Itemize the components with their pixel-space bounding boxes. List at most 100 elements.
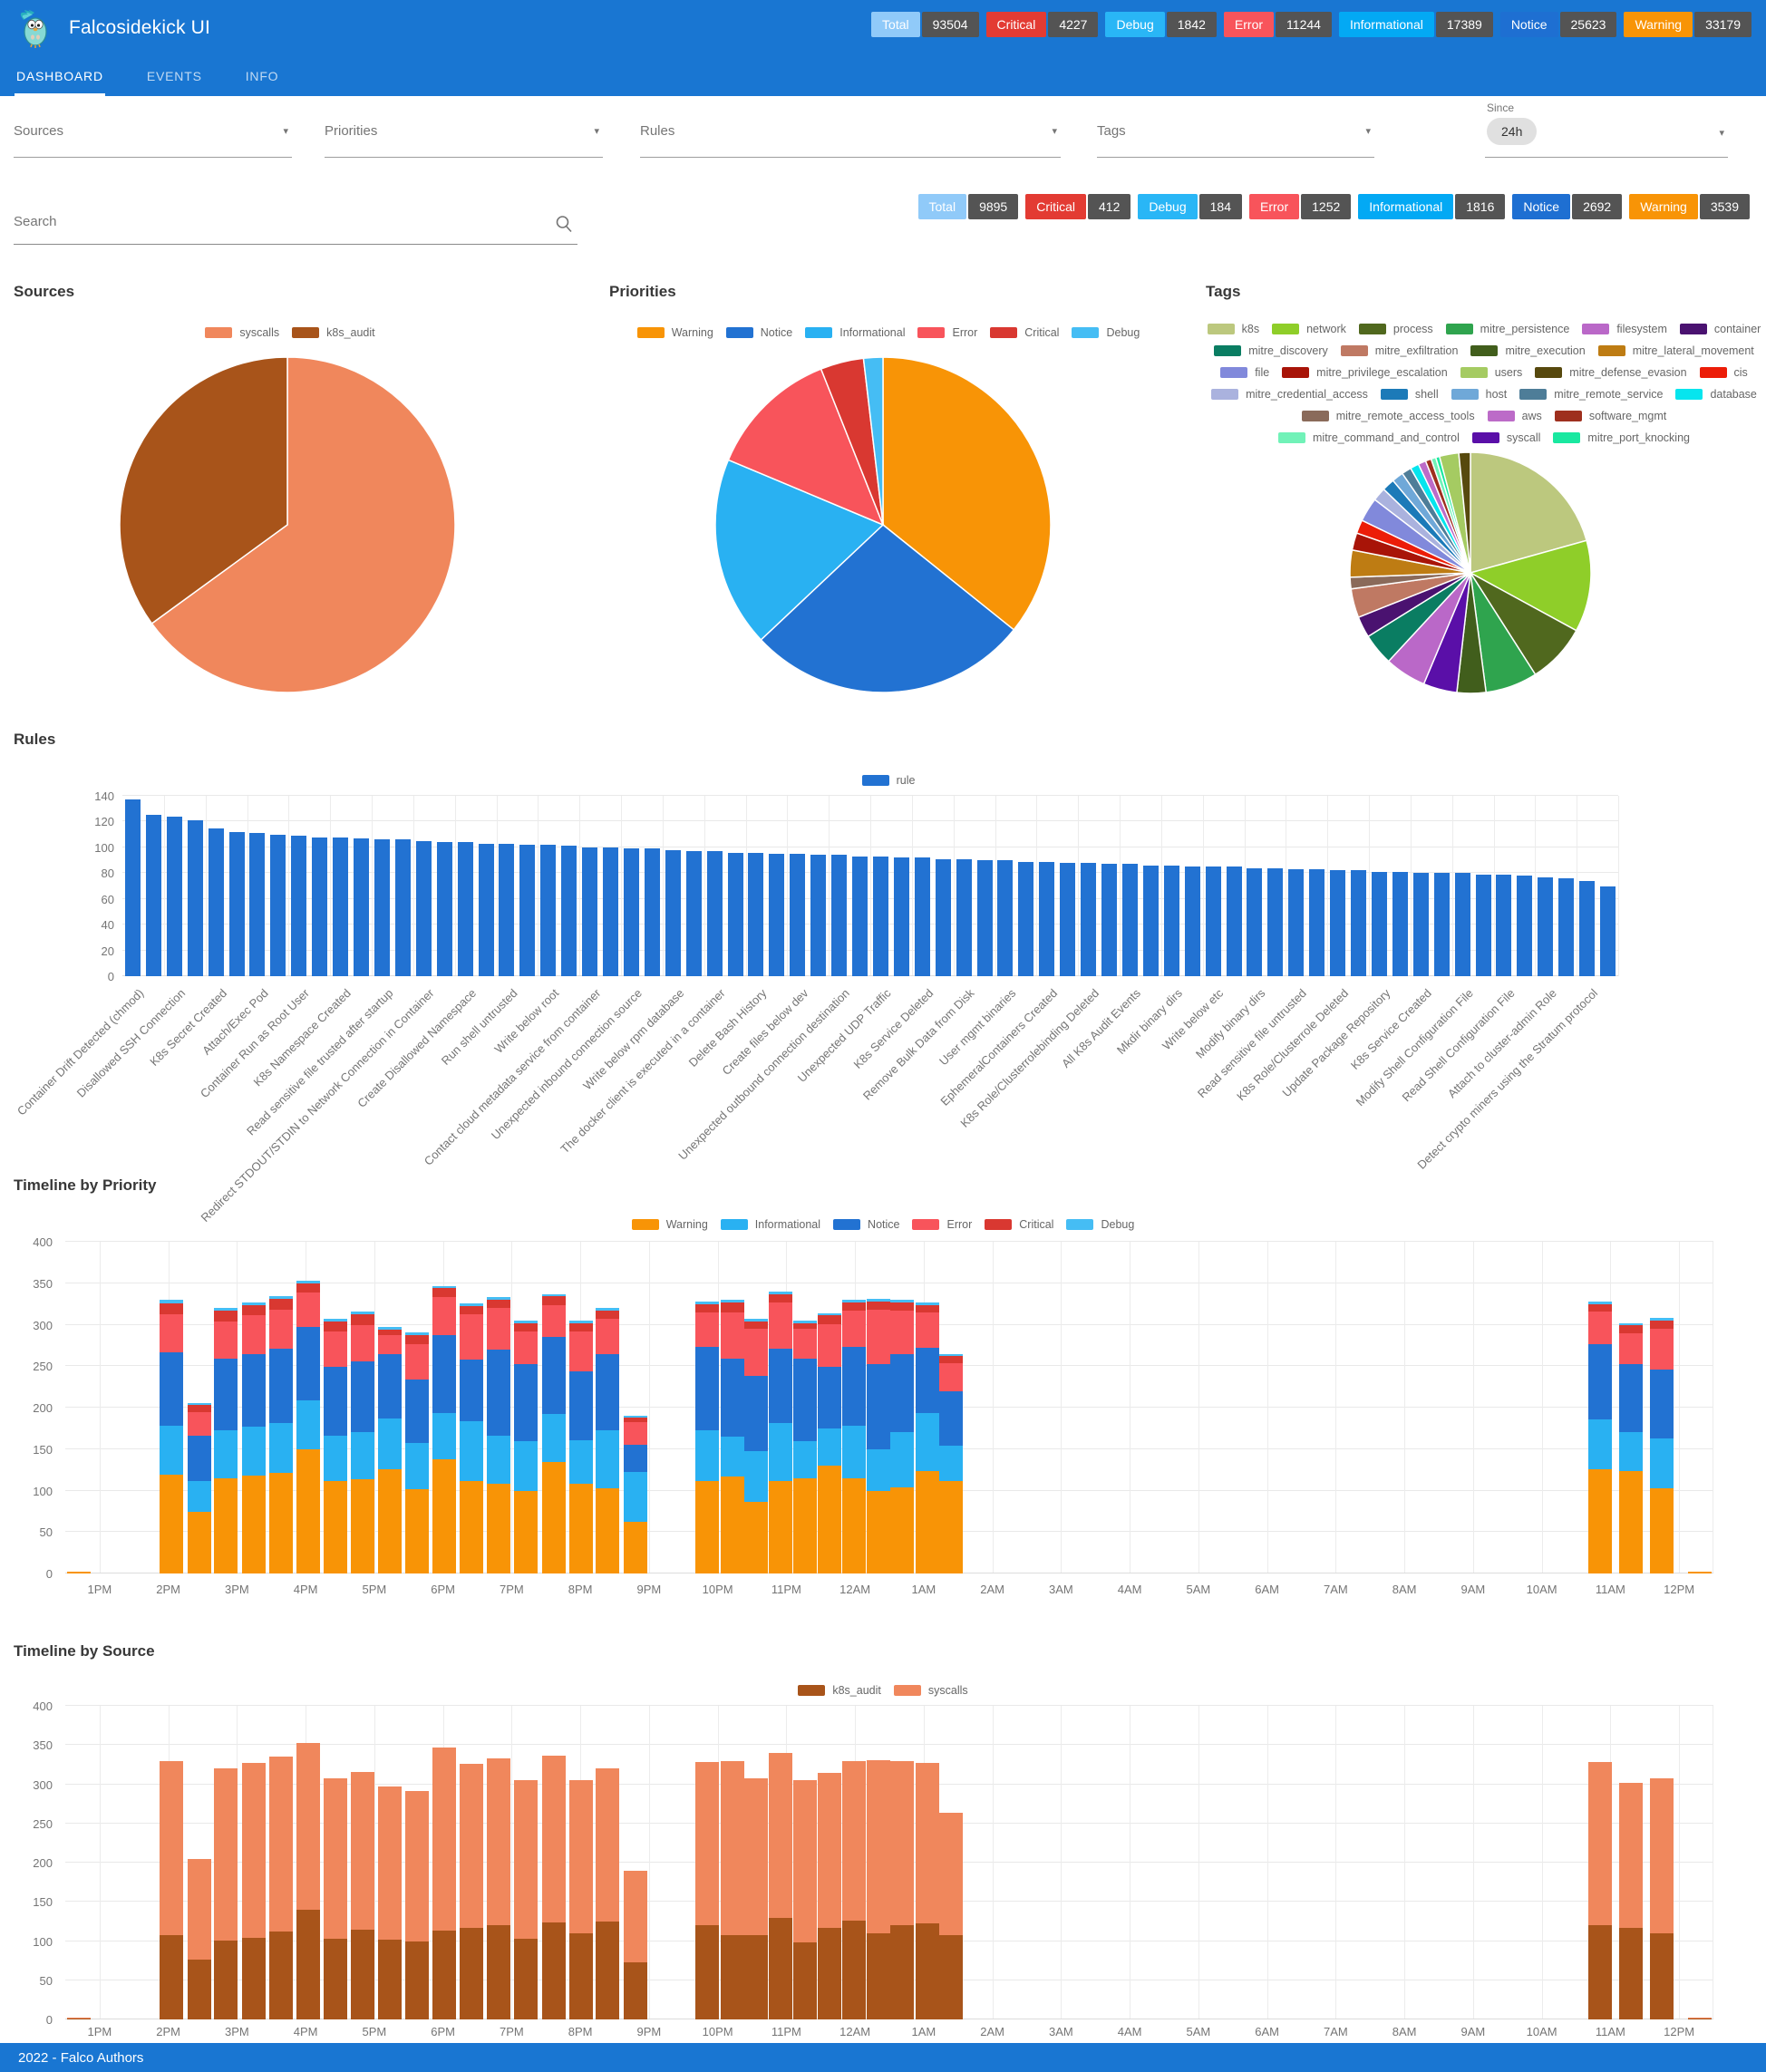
legend-item-syscalls[interactable]: syscalls <box>893 1684 968 1697</box>
tab-dashboard[interactable]: DASHBOARD <box>15 58 105 96</box>
chevron-down-icon: ▾ <box>283 126 288 137</box>
hour-label: 6AM <box>1255 1583 1279 1596</box>
legend-item-informational[interactable]: Informational <box>805 326 905 339</box>
rule-x-label: K8s Secret Created <box>146 986 229 1069</box>
legend-item-aws[interactable]: aws <box>1487 410 1542 422</box>
hour-label: 12PM <box>1664 2025 1695 2038</box>
legend-item-warning[interactable]: Warning <box>631 1218 708 1231</box>
legend-item-mitre-lateral-movement[interactable]: mitre_lateral_movement <box>1597 344 1754 357</box>
legend-item-k8s[interactable]: k8s <box>1207 323 1260 335</box>
legend-item-host[interactable]: host <box>1451 388 1507 401</box>
legend-item-k8s-audit[interactable]: k8s_audit <box>798 1684 881 1697</box>
legend-item-shell[interactable]: shell <box>1380 388 1439 401</box>
segment-informational <box>915 1412 939 1472</box>
legend-item-process[interactable]: process <box>1358 323 1433 335</box>
legend-item-error[interactable]: Error <box>917 326 977 339</box>
legend-item-mitre-exfiltration[interactable]: mitre_exfiltration <box>1340 344 1458 357</box>
segment-warning <box>890 1486 915 1573</box>
hour-label: 1AM <box>911 2025 936 2038</box>
segment-notice <box>695 1347 720 1430</box>
legend-item-database[interactable]: database <box>1675 388 1757 401</box>
since-value-chip[interactable]: 24h <box>1487 118 1538 145</box>
legend-item-filesystem[interactable]: filesystem <box>1582 323 1667 335</box>
legend-color-chip <box>861 775 889 786</box>
legend-label: mitre_remote_access_tools <box>1335 410 1475 422</box>
legend-item-warning[interactable]: Warning <box>636 326 713 339</box>
legend-label: k8s <box>1241 323 1260 335</box>
legend-item-debug[interactable]: Debug <box>1066 1218 1134 1231</box>
segment-critical <box>623 1418 647 1422</box>
segment-error <box>404 1344 429 1380</box>
rule-x-label: Run shell untrusted <box>438 986 520 1068</box>
segment-error <box>1619 1332 1644 1365</box>
legend-item-mitre-discovery[interactable]: mitre_discovery <box>1214 344 1328 357</box>
segment-error <box>866 1310 890 1364</box>
rule-bar <box>956 858 972 976</box>
segment-k8s_audit <box>486 1925 510 2019</box>
segment-warning <box>596 1487 620 1573</box>
legend-item-mitre-remote-service[interactable]: mitre_remote_service <box>1519 388 1663 401</box>
legend-item-users[interactable]: users <box>1460 366 1522 379</box>
legend-item-mitre-credential-access[interactable]: mitre_credential_access <box>1211 388 1368 401</box>
legend-item-k8s-audit[interactable]: k8s_audit <box>292 326 375 339</box>
legend-item-notice[interactable]: Notice <box>833 1218 899 1231</box>
legend-item-critical[interactable]: Critical <box>990 326 1059 339</box>
rule-bar <box>415 840 432 976</box>
gridline <box>1369 796 1370 976</box>
hour-label: 3PM <box>225 2025 249 2038</box>
sources-pie-chart <box>119 356 456 693</box>
segment-informational <box>323 1436 347 1482</box>
legend-item-cis[interactable]: cis <box>1699 366 1748 379</box>
legend-item-mitre-execution[interactable]: mitre_execution <box>1470 344 1586 357</box>
legend-item-notice[interactable]: Notice <box>725 326 792 339</box>
legend-item-software-mgmt[interactable]: software_mgmt <box>1554 410 1666 422</box>
rule-bar <box>1558 877 1575 976</box>
legend-item-debug[interactable]: Debug <box>1072 326 1140 339</box>
legend-item-mitre-defense-evasion[interactable]: mitre_defense_evasion <box>1535 366 1687 379</box>
segment-debug <box>939 1354 964 1357</box>
tab-info[interactable]: INFO <box>245 69 279 83</box>
legend-item-mitre-command-and-control[interactable]: mitre_command_and_control <box>1278 431 1460 444</box>
badge-count: 4227 <box>1048 12 1099 37</box>
segment-debug <box>818 1312 842 1316</box>
rule-bar <box>166 816 182 976</box>
legend-item-network[interactable]: network <box>1272 323 1346 335</box>
timeline-bar <box>214 1308 238 1573</box>
legend-item-container[interactable]: container <box>1679 323 1761 335</box>
legend-item-file[interactable]: file <box>1220 366 1269 379</box>
sources-filter-select[interactable]: Sources ▾ <box>14 107 292 158</box>
search-icon[interactable] <box>554 214 574 234</box>
search-input[interactable] <box>14 214 539 229</box>
segment-k8s_audit <box>596 1921 620 2019</box>
legend-item-syscall[interactable]: syscall <box>1471 431 1540 444</box>
tab-events[interactable]: EVENTS <box>146 69 202 83</box>
segment-k8s_audit <box>460 1927 484 2019</box>
legend-item-error[interactable]: Error <box>912 1218 972 1231</box>
priorities-filter-select[interactable]: Priorities ▾ <box>325 107 603 158</box>
hour-label: 11AM <box>1595 1583 1625 1596</box>
legend-color-chip <box>917 327 946 338</box>
segment-debug <box>296 1281 321 1283</box>
chevron-down-icon: ▾ <box>1719 128 1724 139</box>
rules-filter-select[interactable]: Rules ▾ <box>640 107 1061 158</box>
legend-item-critical[interactable]: Critical <box>985 1218 1053 1231</box>
legend-item-mitre-remote-access-tools[interactable]: mitre_remote_access_tools <box>1301 410 1475 422</box>
segment-error <box>268 1310 293 1350</box>
legend-item-mitre-port-knocking[interactable]: mitre_port_knocking <box>1553 431 1690 444</box>
segment-warning <box>268 1473 293 1573</box>
y-tick-label: 100 <box>33 1484 53 1498</box>
legend-label: Notice <box>868 1218 900 1231</box>
legend-item-syscalls[interactable]: syscalls <box>205 326 279 339</box>
gridline <box>1120 796 1121 976</box>
legend-item-mitre-persistence[interactable]: mitre_persistence <box>1445 323 1569 335</box>
legend-item-informational[interactable]: Informational <box>720 1218 820 1231</box>
legend-color-chip <box>1380 389 1408 400</box>
segment-critical <box>214 1310 238 1322</box>
rule-bar <box>1060 862 1076 976</box>
segment-warning <box>350 1478 374 1573</box>
legend-item-rule[interactable]: rule <box>861 774 915 787</box>
tags-filter-select[interactable]: Tags ▾ <box>1097 107 1374 158</box>
segment-syscalls <box>67 2018 92 2019</box>
legend-item-mitre-privilege-escalation[interactable]: mitre_privilege_escalation <box>1282 366 1448 379</box>
since-select[interactable]: Since 24h ▾ <box>1485 100 1728 158</box>
